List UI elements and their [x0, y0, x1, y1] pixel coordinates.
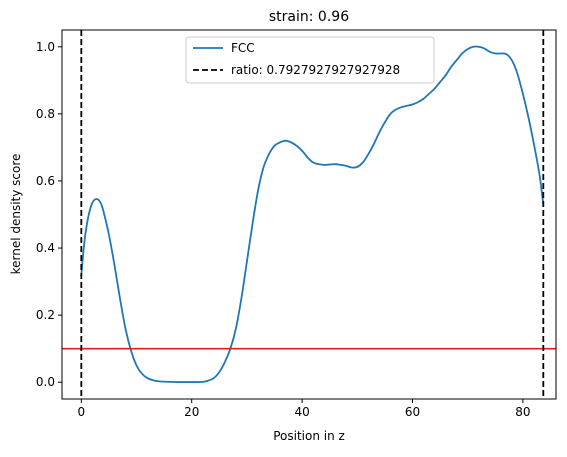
legend-box	[185, 36, 435, 84]
x-tick-label-0: 0	[77, 405, 85, 419]
y-axis-label: kernel density score	[9, 154, 23, 275]
x-tick-label-3: 60	[405, 405, 420, 419]
y-tick-label-1: 0.2	[36, 308, 55, 322]
legend: FCC ratio: 0.7927927927927928	[185, 36, 435, 84]
y-tick-label-5: 1.0	[36, 40, 55, 54]
x-axis: 0 20 40 60 80	[77, 399, 531, 419]
x-tick-label-2: 40	[294, 405, 309, 419]
y-tick-label-2: 0.4	[36, 241, 55, 255]
chart-title: strain: 0.96	[269, 9, 349, 25]
y-tick-label-0: 0.0	[36, 375, 55, 389]
legend-label-ratio: ratio: 0.7927927927927928	[231, 63, 400, 77]
x-tick-label-4: 80	[515, 405, 530, 419]
x-tick-label-1: 20	[184, 405, 199, 419]
x-axis-label: Position in z	[273, 429, 345, 443]
y-axis: 0.0 0.2 0.4 0.6 0.8 1.0	[36, 40, 62, 389]
y-tick-label-3: 0.6	[36, 174, 55, 188]
plot-frame	[61, 29, 557, 400]
series-line-fcc	[80, 45, 545, 383]
plot-content	[62, 30, 556, 399]
y-tick-label-4: 0.8	[36, 107, 55, 121]
legend-label-fcc: FCC	[231, 41, 255, 55]
